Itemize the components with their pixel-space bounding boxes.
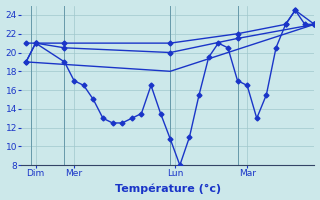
X-axis label: Température (°c): Température (°c) <box>115 184 221 194</box>
